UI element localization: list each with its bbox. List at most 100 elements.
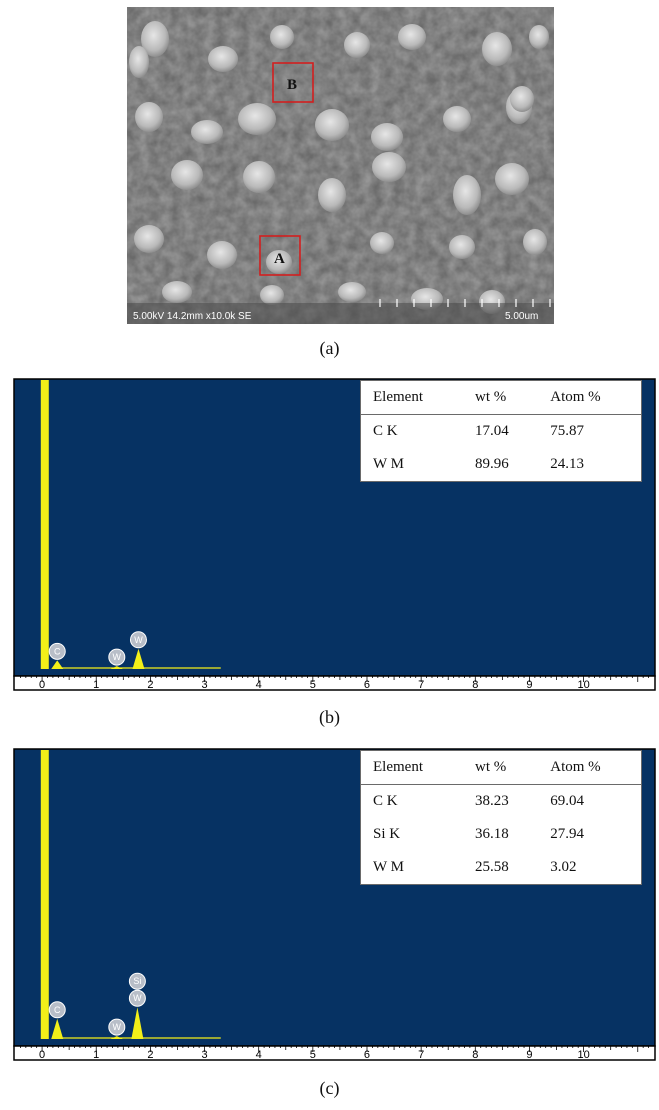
- sem-micrograph: 5.00kV 14.2mm x10.0k SE 5.00um B A: [127, 7, 554, 324]
- x-tick-label: 4: [256, 679, 262, 691]
- x-tick-label: 7: [418, 1049, 424, 1061]
- peak-label: W: [113, 652, 122, 662]
- x-tick-label: 6: [364, 679, 370, 691]
- sem-grain: [398, 24, 426, 50]
- table-row: Si K 36.18 27.94: [361, 818, 641, 851]
- sem-info-text: 5.00kV 14.2mm x10.0k SE: [133, 311, 252, 322]
- x-tick-label: 6: [364, 1049, 370, 1061]
- sem-grain: [141, 21, 169, 57]
- cell-atom: 75.87: [550, 423, 585, 439]
- sem-grain: [208, 46, 238, 72]
- sem-grain: [171, 160, 203, 190]
- eds-spectrum-b: C W W 0 1 2 3 4 5 6 7 8 9 10 Element wt % Atom % C K …: [13, 378, 656, 699]
- cell-wt: 36.18: [474, 826, 509, 842]
- sem-grain: [162, 281, 192, 303]
- spectrum-peak-main: [40, 380, 49, 669]
- sem-scale-text: 5.00um: [505, 311, 538, 322]
- spectrum-peak-main: [40, 750, 49, 1039]
- sem-image: 5.00kV 14.2mm x10.0k SE 5.00um B A: [127, 7, 554, 324]
- sem-grain: [344, 32, 370, 58]
- spectrum-peak: [132, 648, 145, 669]
- peak-marker: [48, 1001, 66, 1019]
- region-box-a: [259, 235, 301, 276]
- spectrum-peak: [51, 660, 64, 669]
- sem-grain: [207, 241, 237, 269]
- cell-element: W M: [373, 456, 404, 472]
- table-header-row: Element wt % Atom %: [361, 381, 641, 415]
- sem-grain: [260, 285, 284, 305]
- spectrum-peak: [131, 1007, 144, 1039]
- peak-label: C: [54, 1005, 61, 1015]
- table-row: C K 17.04 75.87: [361, 415, 641, 449]
- peak-marker: [128, 989, 146, 1007]
- region-box-b: [272, 62, 314, 103]
- x-tick-label: 5: [310, 1049, 316, 1061]
- table-row: W M 25.58 3.02: [361, 851, 641, 884]
- composition-table-b: Element wt % Atom % C K 17.04 75.87 W M …: [360, 380, 642, 482]
- sem-grain: [129, 46, 149, 78]
- composition-table-c: Element wt % Atom % C K 38.23 69.04 Si K…: [360, 750, 642, 885]
- cell-element: Si K: [373, 826, 401, 842]
- peak-marker: [108, 1018, 126, 1036]
- sem-scale-bar: [379, 299, 551, 307]
- sem-grains: [129, 21, 549, 314]
- region-label-a: A: [274, 251, 285, 267]
- cell-wt: 89.96: [474, 456, 509, 472]
- x-tick-label: 4: [256, 1049, 262, 1061]
- region-label-b: B: [287, 77, 297, 93]
- peak-label: C: [54, 646, 61, 656]
- x-tick-label: 1: [93, 679, 99, 691]
- sem-grain: [270, 25, 294, 49]
- x-tick-label: 3: [201, 1049, 207, 1061]
- col-header-wt: wt %: [462, 751, 539, 785]
- sem-grain: [372, 152, 406, 182]
- x-tick-label: 3: [201, 679, 207, 691]
- x-tick-label: 7: [418, 679, 424, 691]
- peak-label: W: [113, 1022, 122, 1032]
- composition-table-c-grid: Element wt % Atom % C K 38.23 69.04 Si K…: [361, 751, 641, 884]
- peak-label: W: [134, 635, 143, 645]
- col-header-element: Element: [361, 751, 463, 785]
- x-tick-label: 9: [526, 1049, 532, 1061]
- sem-grain: [315, 109, 349, 141]
- spectrum-peak: [110, 1036, 123, 1039]
- cell-atom: 24.13: [550, 456, 585, 472]
- x-axis: [13, 675, 656, 691]
- col-header-atom: Atom %: [538, 751, 641, 785]
- sem-grain: [453, 175, 481, 215]
- x-tick-label: 5: [310, 679, 316, 691]
- peak-marker: [129, 631, 147, 649]
- x-tick-label: 2: [147, 1049, 153, 1061]
- spectrum-peak: [110, 666, 123, 669]
- x-tick-label: 8: [472, 1049, 478, 1061]
- sem-grain: [443, 106, 471, 132]
- sem-grain: [449, 235, 475, 259]
- x-tick-label: 2: [147, 679, 153, 691]
- col-header-wt: wt %: [462, 381, 539, 415]
- sem-grain: [318, 178, 346, 212]
- cell-atom: 69.04: [550, 793, 585, 809]
- x-tick-label: 0: [39, 679, 45, 691]
- sem-grain: [338, 282, 366, 302]
- sem-grain: [191, 120, 223, 144]
- caption-b: (b): [319, 707, 340, 727]
- cell-wt: 17.04: [474, 423, 509, 439]
- sem-grain: [371, 123, 403, 151]
- col-header-element: Element: [361, 381, 463, 415]
- cell-element: C K: [373, 793, 398, 809]
- table-row: W M 89.96 24.13: [361, 448, 641, 481]
- x-tick-label: 9: [526, 679, 532, 691]
- sem-grain: [495, 163, 529, 195]
- sem-grain: [482, 32, 512, 66]
- sem-grain: [266, 250, 292, 274]
- caption-c: (c): [319, 1078, 340, 1098]
- cell-atom: 3.02: [550, 859, 577, 875]
- x-tick-label: 10: [577, 679, 589, 691]
- sem-info-bar: [127, 303, 554, 324]
- peak-marker: [48, 642, 66, 660]
- x-axis: [13, 1045, 656, 1061]
- sem-grain: [238, 103, 276, 135]
- cell-element: C K: [373, 423, 398, 439]
- table-header-row: Element wt % Atom %: [361, 751, 641, 785]
- peak-marker: [128, 972, 146, 990]
